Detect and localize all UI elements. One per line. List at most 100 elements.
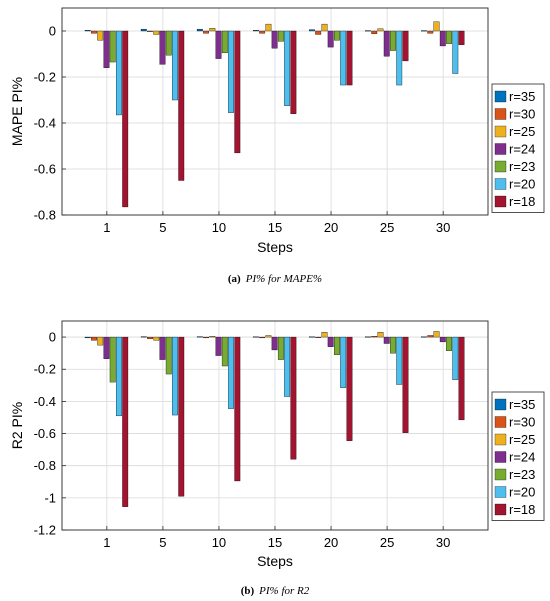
bar-r=18-step-15 — [290, 336, 297, 460]
legend-swatch — [494, 195, 507, 208]
bar-r=20-step-20 — [340, 30, 347, 86]
bar-r=23-step-15 — [277, 336, 284, 360]
x-tick-label: 20 — [324, 535, 338, 550]
caption-text: PI% for MAPE% — [245, 273, 322, 285]
bar-r=23-step-30 — [446, 30, 452, 44]
legend-swatch — [494, 160, 507, 173]
bar-r=20-step-30 — [452, 30, 459, 74]
figure-caption: (b) PI% for R2 — [241, 585, 310, 596]
y-tick-label: 0 — [49, 330, 56, 345]
bar-r=25-step-20 — [321, 332, 328, 338]
bar-r=24-step-25 — [383, 30, 390, 57]
bar-r=35-step-30 — [421, 336, 427, 338]
bar-r=23-step-10 — [221, 336, 228, 367]
legend-label: r=23 — [509, 467, 535, 482]
legend-swatch — [494, 108, 507, 120]
bar-r=23-step-25 — [390, 336, 396, 354]
bar-r=20-step-15 — [284, 336, 291, 397]
legend-swatch — [494, 433, 507, 446]
y-tick-label: 0 — [49, 24, 56, 39]
caption-label: (b) — [241, 585, 255, 596]
bar-r=35-step-20 — [309, 29, 315, 32]
bar-r=23-step-15 — [277, 30, 284, 42]
bar-r=35-step-30 — [421, 30, 427, 32]
bar-r=35-step-15 — [252, 336, 259, 338]
bar-r=20-step-10 — [228, 336, 234, 409]
bar-r=35-step-25 — [365, 336, 371, 338]
legend-swatch — [494, 90, 507, 103]
bar-r=24-step-30 — [439, 30, 446, 47]
bar-r=23-step-5 — [165, 30, 172, 56]
bar-r=24-step-5 — [159, 30, 166, 65]
bar-r=35-step-5 — [140, 28, 147, 32]
bar-r=18-step-1 — [122, 30, 129, 208]
legend-swatch — [494, 416, 507, 428]
bar-r=25-step-25 — [377, 332, 384, 338]
bar-r=30-step-30 — [427, 335, 434, 338]
axes-box — [61, 320, 489, 531]
bar-r=24-step-15 — [271, 30, 278, 49]
legend-label: r=25 — [509, 432, 535, 447]
bar-r=30-step-1 — [91, 30, 97, 34]
x-tick-label: 5 — [159, 535, 166, 550]
y-tick-label: -0.6 — [34, 426, 56, 441]
legend-label: r=25 — [509, 124, 535, 139]
x-tick-label: 15 — [268, 220, 282, 235]
bar-r=18-step-30 — [458, 336, 465, 421]
bar-r=20-step-1 — [116, 336, 122, 417]
bar-r=24-step-1 — [103, 30, 110, 68]
legend-label: r=35 — [509, 397, 535, 412]
bar-r=18-step-25 — [402, 30, 409, 62]
x-tick-label: 10 — [212, 535, 226, 550]
y-tick-label: -0.6 — [34, 162, 56, 177]
bar-r=30-step-25 — [371, 336, 378, 338]
bar-r=25-step-25 — [377, 28, 384, 32]
y-tick-label: -0.4 — [34, 116, 56, 131]
bar-r=24-step-1 — [103, 336, 110, 359]
bar-r=30-step-5 — [147, 30, 153, 32]
legend-label: r=35 — [509, 89, 535, 104]
legend-label: r=24 — [509, 450, 535, 465]
bar-r=23-step-20 — [334, 336, 340, 355]
x-tick-label: 30 — [436, 220, 450, 235]
bar-r=23-step-1 — [109, 336, 116, 383]
bar-r=30-step-10 — [203, 30, 210, 34]
bar-r=30-step-1 — [91, 336, 97, 341]
legend-label: r=30 — [509, 107, 535, 122]
bar-r=35-step-10 — [196, 336, 203, 338]
x-axis-label: Steps — [257, 239, 293, 255]
bar-r=35-step-10 — [196, 28, 203, 32]
legend-label: r=18 — [509, 502, 535, 517]
x-tick-label: 20 — [324, 220, 338, 235]
legend-label: r=20 — [509, 485, 535, 500]
bar-r=35-step-1 — [84, 30, 91, 32]
x-tick-label: 10 — [212, 220, 226, 235]
legend-swatch — [494, 503, 507, 516]
bar-r=23-step-5 — [165, 336, 172, 375]
bar-r=30-step-15 — [259, 336, 266, 339]
bar-r=25-step-30 — [433, 331, 440, 338]
bar-r=24-step-10 — [215, 336, 222, 356]
bar-r=35-step-15 — [252, 30, 259, 32]
bar-r=25-step-5 — [153, 336, 160, 341]
bar-r=30-step-20 — [315, 336, 322, 338]
bar-r=18-step-30 — [458, 30, 465, 45]
caption-text: PI% for R2 — [258, 585, 310, 596]
bar-r=35-step-20 — [309, 336, 315, 338]
y-axis-label: R2 PI% — [9, 402, 25, 449]
caption-label: (a) — [228, 273, 241, 285]
bar-r=25-step-1 — [97, 30, 104, 41]
bar-r=20-step-20 — [340, 336, 347, 388]
bar-r=30-step-5 — [147, 336, 153, 339]
y-tick-label: -0.4 — [34, 394, 56, 409]
bar-r=18-step-25 — [402, 336, 409, 433]
bar-r=25-step-1 — [97, 336, 104, 346]
bar-r=25-step-20 — [321, 23, 328, 32]
bar-r=18-step-20 — [346, 336, 353, 441]
x-tick-label: 5 — [159, 220, 166, 235]
bar-r=20-step-25 — [396, 336, 403, 385]
bar-r=18-step-5 — [178, 30, 185, 181]
x-tick-label: 1 — [103, 220, 110, 235]
bar-r=18-step-10 — [234, 336, 241, 482]
